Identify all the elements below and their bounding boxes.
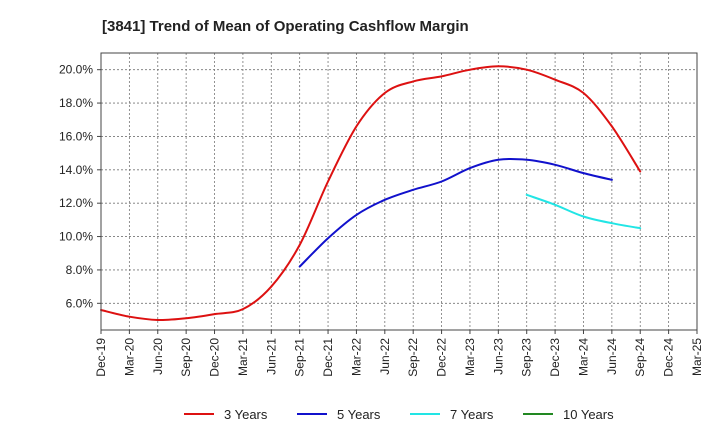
y-tick-label: 6.0% [66,296,94,310]
y-tick-label: 8.0% [66,263,94,277]
plot-area [100,52,698,331]
legend: 3 Years 5 Years 7 Years 10 Years [184,407,614,422]
x-tick-label: Dec-21 [321,338,335,377]
x-axis: Dec-19 Mar-20 Jun-20 Sep-20 Dec-20 Mar-21 Jun-… [94,330,704,377]
x-tick-label: Sep-23 [520,338,534,377]
series-line-5-years [298,157,613,268]
x-tick-label: Mar-22 [349,338,363,376]
y-tick-label: 18.0% [59,96,93,110]
x-tick-label: Sep-21 [293,338,307,377]
legend-label-3-years: 3 Years [224,407,268,422]
x-tick-label: Mar-24 [576,338,590,376]
x-tick-label: Jun-24 [605,338,619,375]
x-tick-label: Sep-22 [406,338,420,377]
x-tick-label: Jun-21 [264,338,278,375]
x-tick-label: Mar-23 [463,338,477,376]
x-tick-label: Dec-20 [208,338,222,377]
x-tick-label: Jun-22 [378,338,392,375]
x-tick-label: Jun-23 [491,338,505,375]
grid [100,53,698,330]
y-tick-label: 20.0% [59,63,93,77]
legend-label-5-years: 5 Years [337,407,381,422]
y-tick-label: 16.0% [59,129,93,143]
series-lines [100,65,642,322]
y-tick-label: 14.0% [59,163,93,177]
y-tick-label: 12.0% [59,196,93,210]
x-tick-label: Mar-25 [690,338,704,376]
chart-title: [3841] Trend of Mean of Operating Cashfl… [102,18,469,35]
x-tick-label: Mar-21 [236,338,250,376]
x-tick-label: Dec-19 [94,338,108,377]
x-tick-label: Dec-22 [435,338,449,377]
y-tick-label: 10.0% [59,230,93,244]
x-tick-label: Mar-20 [122,338,136,376]
y-axis: 6.0% 8.0% 10.0% 12.0% 14.0% 16.0% 18.0% 20.0% [59,63,101,310]
x-tick-label: Sep-20 [179,338,193,377]
legend-label-10-years: 10 Years [563,407,614,422]
series-line-3-years [100,65,642,322]
x-tick-label: Dec-24 [662,338,676,377]
x-tick-label: Dec-23 [548,338,562,377]
x-tick-label: Jun-20 [151,338,165,375]
series-line-7-years [525,193,642,230]
legend-label-7-years: 7 Years [450,407,494,422]
x-tick-label: Sep-24 [633,338,647,377]
